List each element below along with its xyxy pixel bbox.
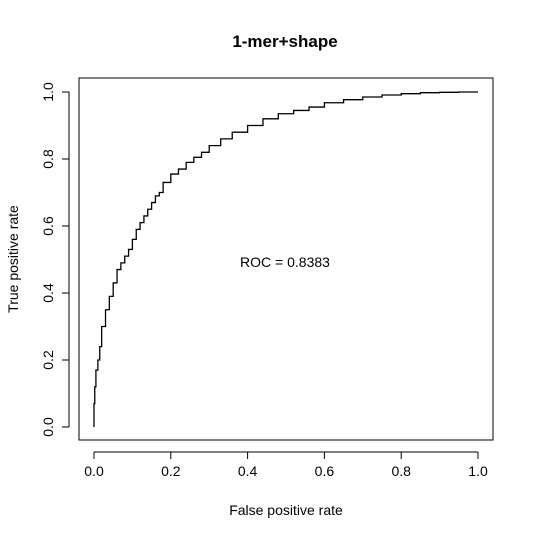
x-tick-label: 0.6 <box>315 463 335 479</box>
x-tick-label: 0.8 <box>391 463 411 479</box>
y-tick-label: 0.0 <box>40 417 56 437</box>
plot-area <box>93 91 478 427</box>
roc-curve <box>93 91 478 427</box>
x-tick-label: 0.4 <box>238 463 258 479</box>
x-tick-label: 0.2 <box>161 463 181 479</box>
roc-annotation: ROC = 0.8383 <box>240 254 330 270</box>
x-tick-label: 0.0 <box>84 463 104 479</box>
x-tick-label: 1.0 <box>468 463 488 479</box>
x-axis: 0.0 0.2 0.4 0.6 0.8 1.0 <box>84 451 488 479</box>
x-axis-label: False positive rate <box>229 502 343 518</box>
y-tick-label: 1.0 <box>40 82 56 102</box>
y-axis: 0.0 0.2 0.4 0.6 0.8 1.0 <box>40 82 70 437</box>
y-tick-label: 0.2 <box>40 350 56 370</box>
plot-frame <box>78 77 494 441</box>
y-tick-label: 0.6 <box>40 216 56 236</box>
y-axis-label: True positive rate <box>5 205 21 313</box>
y-tick-label: 0.8 <box>40 149 56 169</box>
y-tick-label: 0.4 <box>40 283 56 303</box>
chart-title: 1-mer+shape <box>232 32 337 51</box>
